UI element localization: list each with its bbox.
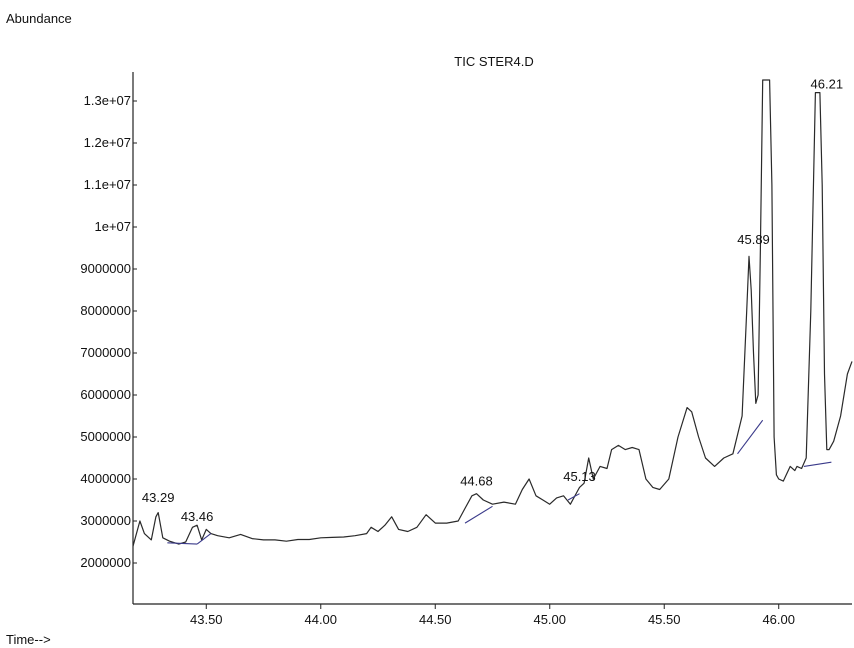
y-tick-label: 5000000 [80, 429, 131, 444]
y-tick-label: 1.2e+07 [84, 135, 131, 150]
x-tick-label: 46.00 [762, 612, 795, 627]
x-axis-label: Time--> [6, 632, 51, 647]
y-tick-label: 1.3e+07 [84, 93, 131, 108]
y-tick-label: 8000000 [80, 303, 131, 318]
chart-title: TIC STER4.D [454, 54, 533, 69]
peak-baseline [803, 461, 832, 467]
peak-baseline [167, 542, 198, 545]
peak-baseline [464, 505, 493, 524]
y-tick-label: 2000000 [80, 555, 131, 570]
y-tick-label: 9000000 [80, 261, 131, 276]
y-tick-label: 3000000 [80, 513, 131, 528]
x-ticks: 43.50 44.00 44.50 45.00 45.50 46.00 [190, 604, 795, 627]
x-tick-label: 45.00 [533, 612, 566, 627]
y-tick-label: 1.1e+07 [84, 177, 131, 192]
peak-label: 43.46 [181, 509, 214, 524]
peak-label: 43.29 [142, 490, 175, 505]
axes [132, 72, 852, 605]
peak-annotations: 43.29 43.46 44.68 45.13 45.89 46.21 [142, 76, 843, 524]
peak-baseline [567, 493, 580, 501]
x-tick-label: 44.50 [419, 612, 452, 627]
x-tick-label: 43.50 [190, 612, 223, 627]
peak-label: 45.89 [737, 232, 770, 247]
x-tick-label: 44.00 [304, 612, 337, 627]
peak-baseline [196, 533, 212, 545]
peak-label: 44.68 [460, 473, 493, 488]
x-tick-label: 45.50 [648, 612, 681, 627]
y-tick-label: 6000000 [80, 387, 131, 402]
tic-trace-line [132, 79, 853, 547]
y-tick-label: 1e+07 [94, 219, 131, 234]
y-tick-label: 4000000 [80, 471, 131, 486]
y-ticks: 2000000 3000000 4000000 5000000 6000000 70000… [80, 93, 137, 570]
y-tick-label: 7000000 [80, 345, 131, 360]
peak-baseline [737, 419, 764, 455]
peak-label: 46.21 [811, 76, 844, 91]
peak-label: 45.13 [563, 469, 596, 484]
y-axis-label: Abundance [6, 11, 72, 26]
plot-area [132, 79, 853, 547]
